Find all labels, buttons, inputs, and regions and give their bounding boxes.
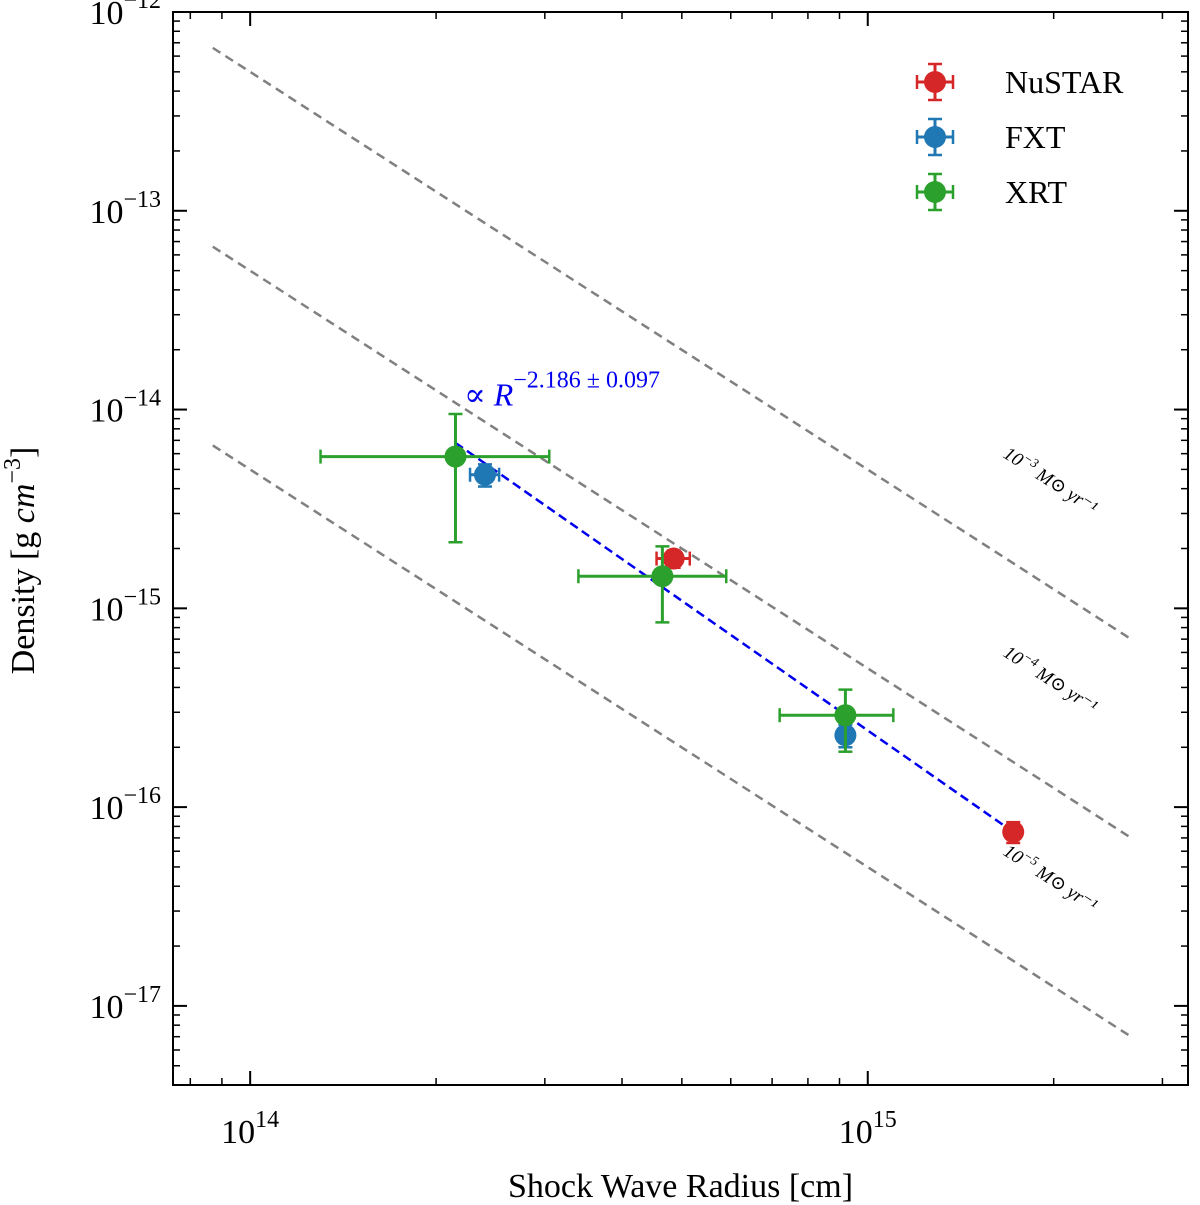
- x-tick-label: 1014: [221, 1107, 279, 1151]
- reference-label-exponent: −4: [1021, 649, 1042, 670]
- x-tick-label-base: 10: [221, 1114, 255, 1151]
- y-axis-label: Density [g cm−3]: [0, 447, 42, 675]
- mass-loss-reference-line: [212, 46, 1130, 639]
- mass-loss-reference-line: [212, 444, 1130, 1037]
- x-axis-label: Shock Wave Radius [cm]: [508, 1168, 853, 1205]
- legend-entry-xrt: XRT: [915, 172, 1068, 212]
- data-marker: [834, 704, 857, 727]
- mass-loss-reference-label: 10−4 M⊙ yr⁻¹: [999, 639, 1103, 718]
- y-tick-label: 10−15: [89, 584, 161, 628]
- fit-label-exponent: −2.186 ± 0.097: [513, 367, 660, 393]
- y-tick-label-base: 10: [89, 194, 123, 231]
- mass-loss-reference-label: 10−5 M⊙ yr⁻¹: [999, 837, 1103, 916]
- legend-entry-fxt: FXT: [915, 117, 1066, 157]
- x-tick-label-base: 10: [839, 1114, 873, 1151]
- x-tick-label: 1015: [839, 1107, 897, 1151]
- legend-marker: [924, 181, 946, 203]
- legend-label: XRT: [1005, 174, 1068, 210]
- data-marker: [662, 547, 685, 570]
- mass-loss-reference-line: [212, 245, 1130, 838]
- data-marker: [444, 445, 467, 468]
- y-axis-label-bracket: ]: [5, 447, 42, 458]
- y-tick-label-base: 10: [89, 0, 123, 32]
- reference-label-exponent: −5: [1021, 848, 1042, 869]
- y-tick-label: 10−12: [89, 0, 161, 32]
- reference-label-unit: M⊙ yr⁻¹: [1028, 859, 1101, 916]
- y-axis-label-text: Density [g: [5, 523, 42, 674]
- power-law-fit-line: [454, 441, 1014, 833]
- data-point-fxt: [468, 463, 501, 488]
- y-tick-label-base: 10: [89, 591, 123, 628]
- data-marker: [1002, 820, 1025, 843]
- plot-frame: [172, 11, 1189, 1086]
- legend: NuSTAR FXT XRT: [915, 62, 1124, 212]
- data-marker: [473, 463, 496, 486]
- y-tick-label-base: 10: [89, 790, 123, 827]
- legend-entry-nustar: NuSTAR: [915, 62, 1124, 102]
- data-layer: 10−3 M⊙ yr⁻¹10−4 M⊙ yr⁻¹10−5 M⊙ yr⁻¹∝ R−…: [212, 46, 1130, 1037]
- y-tick-label-exponent: −14: [123, 386, 161, 412]
- x-tick-label-exponent: 15: [873, 1107, 897, 1133]
- y-tick-label-exponent: −13: [123, 187, 161, 213]
- reference-label-base: 10: [999, 642, 1027, 670]
- power-law-fit-label: ∝ R−2.186 ± 0.097: [464, 367, 660, 412]
- y-tick-label-exponent: −15: [123, 584, 161, 610]
- reference-label-base: 10: [999, 443, 1027, 471]
- legend-marker: [924, 71, 946, 93]
- y-tick-label-base: 10: [89, 989, 123, 1026]
- data-point-xrt: [778, 688, 895, 753]
- y-tick-label-exponent: −16: [123, 783, 161, 809]
- y-axis-label-exponent: −3: [0, 458, 26, 484]
- legend-label: FXT: [1005, 119, 1066, 155]
- y-axis-label-unit: cm: [5, 484, 42, 524]
- mass-loss-reference-label: 10−3 M⊙ yr⁻¹: [999, 440, 1103, 519]
- reference-label-unit: M⊙ yr⁻¹: [1028, 660, 1101, 717]
- reference-label-exponent: −3: [1021, 450, 1042, 471]
- y-tick-label-exponent: −12: [123, 0, 161, 14]
- data-point-xrt: [319, 412, 551, 544]
- reference-label-base: 10: [999, 841, 1027, 869]
- y-tick-label-exponent: −17: [123, 982, 161, 1008]
- y-tick-label: 10−17: [89, 982, 161, 1026]
- data-point-xrt: [577, 545, 728, 624]
- reference-label-unit: M⊙ yr⁻¹: [1028, 462, 1101, 519]
- legend-label: NuSTAR: [1005, 64, 1124, 100]
- y-tick-label: 10−13: [89, 187, 161, 231]
- data-point-nustar: [1002, 820, 1025, 845]
- x-tick-label-exponent: 14: [255, 1107, 279, 1133]
- data-point-nustar: [655, 547, 692, 570]
- y-tick-label-base: 10: [89, 393, 123, 430]
- y-tick-label: 10−16: [89, 783, 161, 827]
- fit-label-base: ∝ R: [464, 376, 514, 412]
- data-marker: [651, 565, 674, 588]
- legend-marker: [924, 126, 946, 148]
- y-tick-label: 10−14: [89, 386, 161, 430]
